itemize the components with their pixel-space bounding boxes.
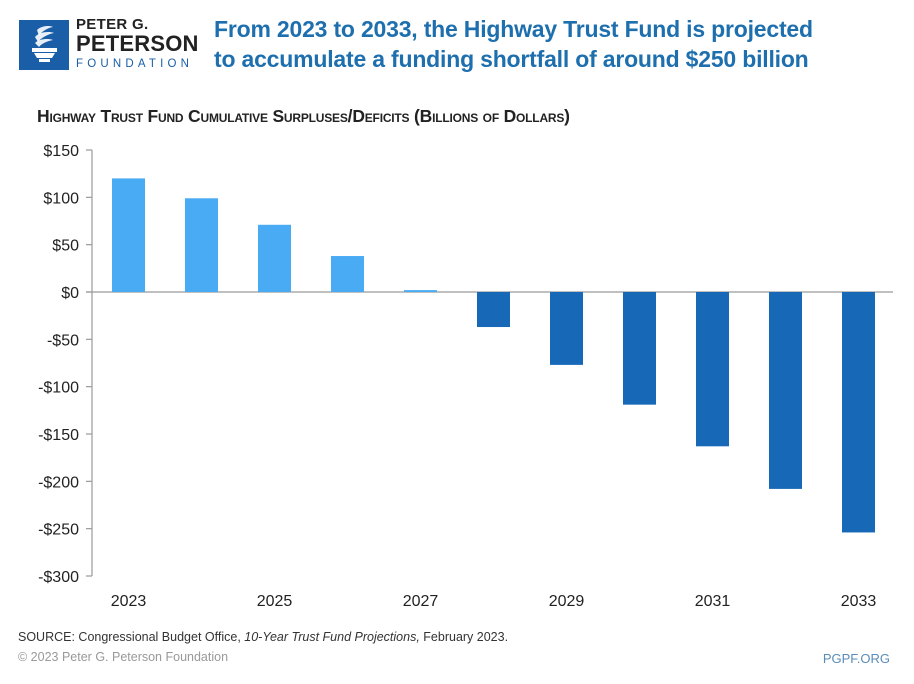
site-link[interactable]: PGPF.ORG bbox=[822, 651, 890, 666]
x-tick-label: 2029 bbox=[549, 593, 585, 610]
bar-2033 bbox=[842, 292, 875, 533]
source-title: 10-Year Trust Fund Projections, bbox=[244, 630, 420, 644]
bar-2032 bbox=[769, 292, 802, 489]
x-tick-label: 2031 bbox=[695, 593, 731, 610]
y-tick-label: $0 bbox=[61, 285, 79, 302]
bar-2024 bbox=[185, 198, 218, 292]
bar-2026 bbox=[331, 256, 364, 292]
y-tick-label: $50 bbox=[52, 238, 79, 255]
brand-line1: PETER G. bbox=[76, 16, 149, 33]
headline-line1: From 2023 to 2033, the Highway Trust Fun… bbox=[214, 16, 813, 42]
chart-title: Highway Trust Fund Cumulative Surpluses/… bbox=[37, 106, 570, 126]
bar-2023 bbox=[112, 178, 145, 292]
brand-line2: PETERSON bbox=[76, 31, 199, 56]
bar-2029 bbox=[550, 292, 583, 365]
torch-icon bbox=[32, 26, 57, 62]
y-tick-label: -$300 bbox=[38, 569, 79, 586]
bar-layer bbox=[112, 178, 875, 533]
headline-line2: to accumulate a funding shortfall of aro… bbox=[214, 46, 809, 72]
y-tick-label: -$150 bbox=[38, 427, 79, 444]
bar-2030 bbox=[623, 292, 656, 405]
y-tick-label: $150 bbox=[43, 143, 79, 160]
label-layer: $150 $100 $50 $0 -$50 -$100 -$150 -$200 -$250 -$3… bbox=[38, 143, 876, 610]
y-tick-label: -$200 bbox=[38, 474, 79, 491]
brand-logo: PETER G. PETERSON FOUNDATION bbox=[76, 16, 199, 72]
logo-mark bbox=[19, 20, 69, 70]
x-tick-label: 2025 bbox=[257, 593, 293, 610]
bar-2027 bbox=[404, 290, 437, 292]
headline: From 2023 to 2033, the Highway Trust Fun… bbox=[214, 14, 813, 74]
bar-2025 bbox=[258, 224, 291, 292]
y-tick-label: $100 bbox=[43, 190, 79, 207]
x-tick-label: 2023 bbox=[111, 593, 147, 610]
source-prefix: SOURCE: Congressional Budget Office, bbox=[18, 630, 245, 644]
source-note: SOURCE: Congressional Budget Office, 10-… bbox=[18, 630, 508, 644]
source-suffix: February 2023. bbox=[419, 630, 509, 644]
copyright: © 2023 Peter G. Peterson Foundation bbox=[18, 650, 229, 664]
brand-line3: FOUNDATION bbox=[76, 58, 194, 70]
x-tick-label: 2027 bbox=[403, 593, 439, 610]
y-tick-label: -$100 bbox=[38, 380, 79, 397]
y-tick-label: -$50 bbox=[47, 332, 79, 349]
bar-2031 bbox=[696, 292, 729, 447]
x-tick-label: 2033 bbox=[841, 593, 877, 610]
y-tick-label: -$250 bbox=[38, 522, 79, 539]
bar-2028 bbox=[477, 292, 510, 328]
